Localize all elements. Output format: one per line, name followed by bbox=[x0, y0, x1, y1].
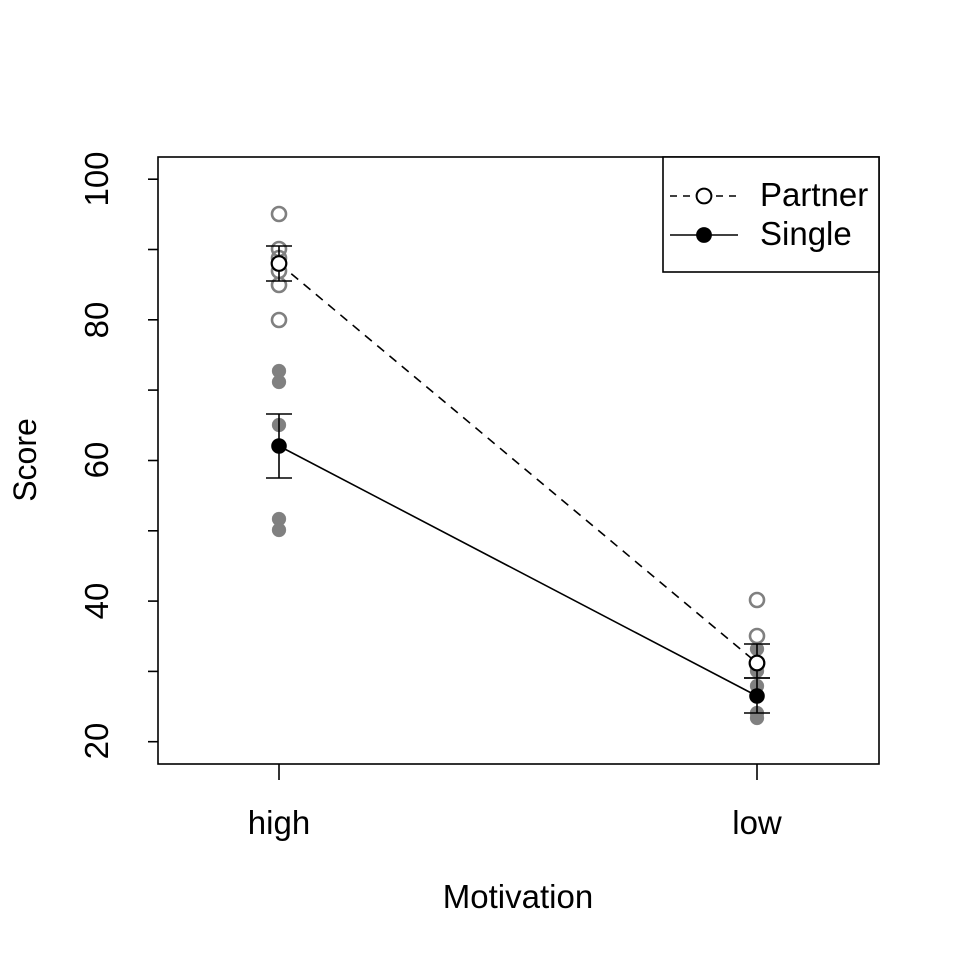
svg-text:40: 40 bbox=[78, 583, 115, 620]
svg-text:Motivation: Motivation bbox=[443, 878, 593, 915]
svg-text:100: 100 bbox=[78, 151, 115, 206]
svg-text:low: low bbox=[732, 804, 782, 841]
svg-text:80: 80 bbox=[78, 302, 115, 339]
svg-text:Score: Score bbox=[7, 418, 43, 502]
svg-text:high: high bbox=[248, 804, 310, 841]
svg-text:20: 20 bbox=[78, 723, 115, 760]
svg-text:60: 60 bbox=[78, 442, 115, 479]
svg-text:Partner: Partner bbox=[760, 176, 868, 213]
svg-text:Single: Single bbox=[760, 215, 852, 252]
